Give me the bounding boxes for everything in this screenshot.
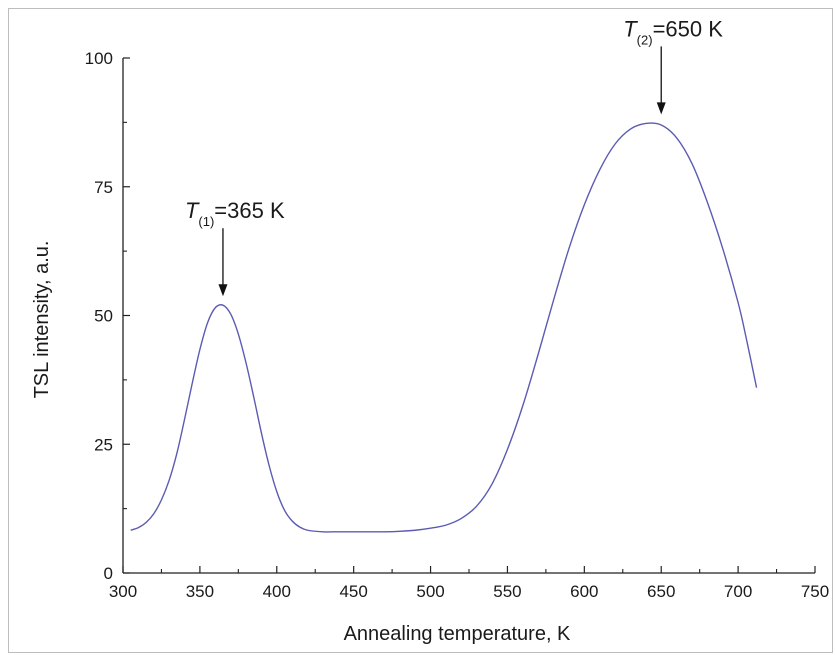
- y-tick-label: 0: [104, 564, 113, 583]
- y-tick-label: 25: [94, 435, 113, 454]
- y-axis-title: TSL intensity, a.u.: [31, 241, 53, 399]
- series-line-0: [130, 122, 758, 533]
- x-tick-label: 500: [416, 582, 444, 601]
- x-tick-label: 400: [263, 582, 291, 601]
- x-tick-label: 650: [647, 582, 675, 601]
- x-tick-label: 600: [570, 582, 598, 601]
- y-tick-label: 75: [94, 178, 113, 197]
- y-tick-label: 100: [85, 49, 113, 68]
- x-tick-label: 550: [493, 582, 521, 601]
- figure-frame: [8, 8, 833, 653]
- x-tick-label: 700: [724, 582, 752, 601]
- x-tick-label: 750: [801, 582, 829, 601]
- x-tick-label: 350: [186, 582, 214, 601]
- annotation-arrowhead-2: [656, 102, 666, 115]
- y-tick-label: 50: [94, 307, 113, 326]
- x-tick-label: 450: [339, 582, 367, 601]
- annotation-label-2: T(2)=650 K: [623, 16, 723, 47]
- annotation-label-1: T(1)=365 K: [185, 198, 285, 229]
- annotation-arrowhead-1: [218, 284, 228, 297]
- x-axis-title: Annealing temperature, K: [344, 623, 571, 645]
- x-tick-label: 300: [109, 582, 137, 601]
